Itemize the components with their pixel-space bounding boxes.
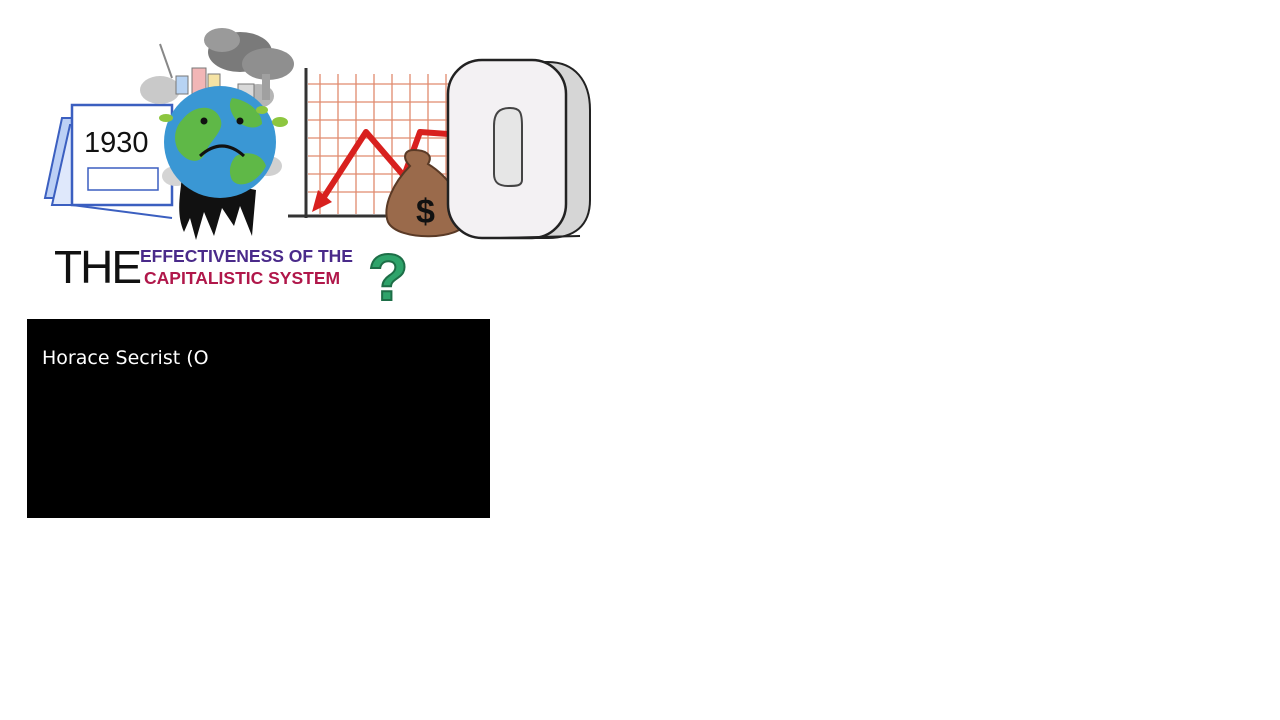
title-prefix: THE xyxy=(54,241,142,293)
question-mark-glyph: ? xyxy=(368,240,408,314)
caption-box: Horace Secrist (O xyxy=(27,319,490,518)
money-bag-icon: $ xyxy=(385,148,468,238)
title-line-1: EFFECTIVENESS OF THE xyxy=(140,246,353,266)
capitalism-illustration: 1930 xyxy=(43,28,591,315)
calendar-icon: 1930 xyxy=(43,103,178,219)
big-zero-icon xyxy=(446,58,591,240)
city-buildings-icon xyxy=(159,43,270,100)
calendar-year: 1930 xyxy=(84,127,149,159)
title-line-2: CAPITALISTIC SYSTEM xyxy=(144,268,341,288)
sad-earth-icon xyxy=(159,86,288,240)
caption-text: Horace Secrist (O xyxy=(42,347,209,369)
money-bag-symbol: $ xyxy=(416,193,435,231)
question-mark-icon: ? xyxy=(367,239,409,315)
